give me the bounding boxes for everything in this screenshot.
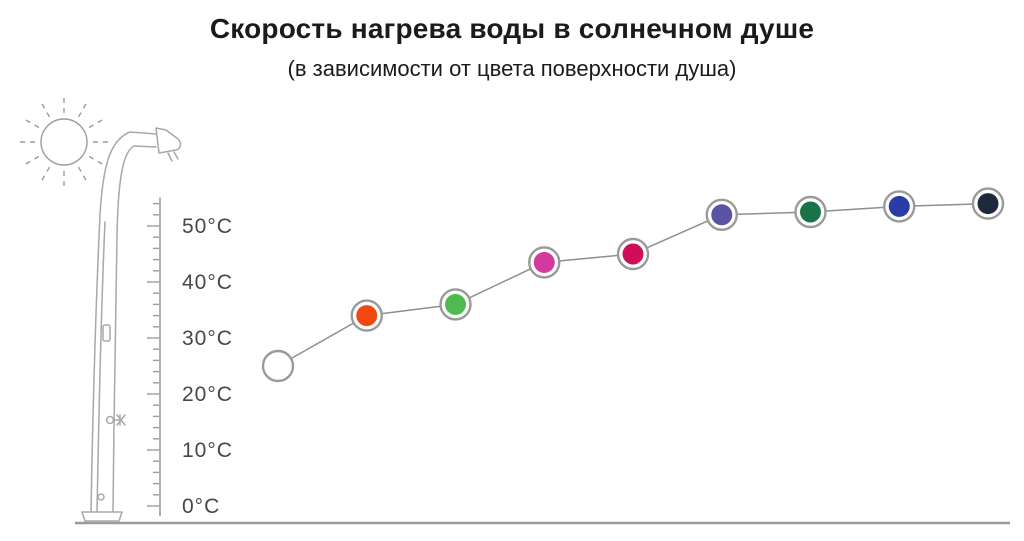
shower-body-inner <box>96 221 106 513</box>
sun-ray <box>40 166 51 182</box>
shower-head <box>155 127 182 154</box>
shower-base <box>81 511 123 522</box>
ruler-tick-label: 0°C <box>182 495 220 518</box>
data-point-dark-navy <box>971 187 1005 220</box>
sun-ray <box>24 118 40 129</box>
marker-fill <box>622 243 644 265</box>
sun-rays <box>19 97 109 187</box>
data-point-crimson <box>616 237 650 271</box>
heating-series <box>261 187 1005 383</box>
shower-inlet-panel <box>102 324 111 342</box>
solar-shower-icon <box>81 127 182 522</box>
data-point-violet <box>705 198 738 232</box>
sun-ray <box>77 166 88 182</box>
temperature-ruler: 0°C 10°C 20°C 30°C 40°C 50°C <box>147 197 233 518</box>
marker-fill <box>711 204 733 226</box>
sun-ray <box>24 155 40 166</box>
marker-fill <box>356 305 378 327</box>
sun-ray <box>77 102 88 118</box>
data-point-blue <box>883 190 916 223</box>
sun-ray <box>88 118 104 129</box>
data-point-white <box>261 349 295 383</box>
series-line <box>277 202 989 367</box>
marker-fill <box>800 201 821 223</box>
ruler-tick-label: 50°C <box>182 215 233 238</box>
data-point-orange <box>350 299 383 332</box>
marker-fill <box>445 293 466 315</box>
page-subtitle: (в зависимости от цвета поверхности душа… <box>287 56 737 81</box>
shower-head-nozzle <box>167 151 179 162</box>
sun-ray <box>88 155 104 166</box>
shower-tap-handle <box>112 414 126 426</box>
sun-disc <box>40 118 88 166</box>
data-point-green <box>439 288 472 321</box>
marker-fill <box>888 195 910 217</box>
marker-fill <box>267 355 289 377</box>
data-point-pink <box>528 246 561 279</box>
data-point-dark-green <box>794 195 827 229</box>
ruler-tick-label: 10°C <box>182 439 233 462</box>
page-title: Скорость нагрева воды в солнечном душе <box>209 13 815 44</box>
shower-body-left <box>90 131 157 513</box>
marker-fill <box>533 251 555 273</box>
ruler-tick-label: 20°C <box>182 383 233 406</box>
sun-ray <box>40 102 51 118</box>
ruler-tick-label: 40°C <box>182 271 233 294</box>
ruler-tick-label: 30°C <box>182 327 233 350</box>
shower-body-right <box>112 145 157 513</box>
sun-icon <box>19 97 109 187</box>
shower-drain <box>97 493 105 501</box>
marker-fill <box>977 193 999 215</box>
